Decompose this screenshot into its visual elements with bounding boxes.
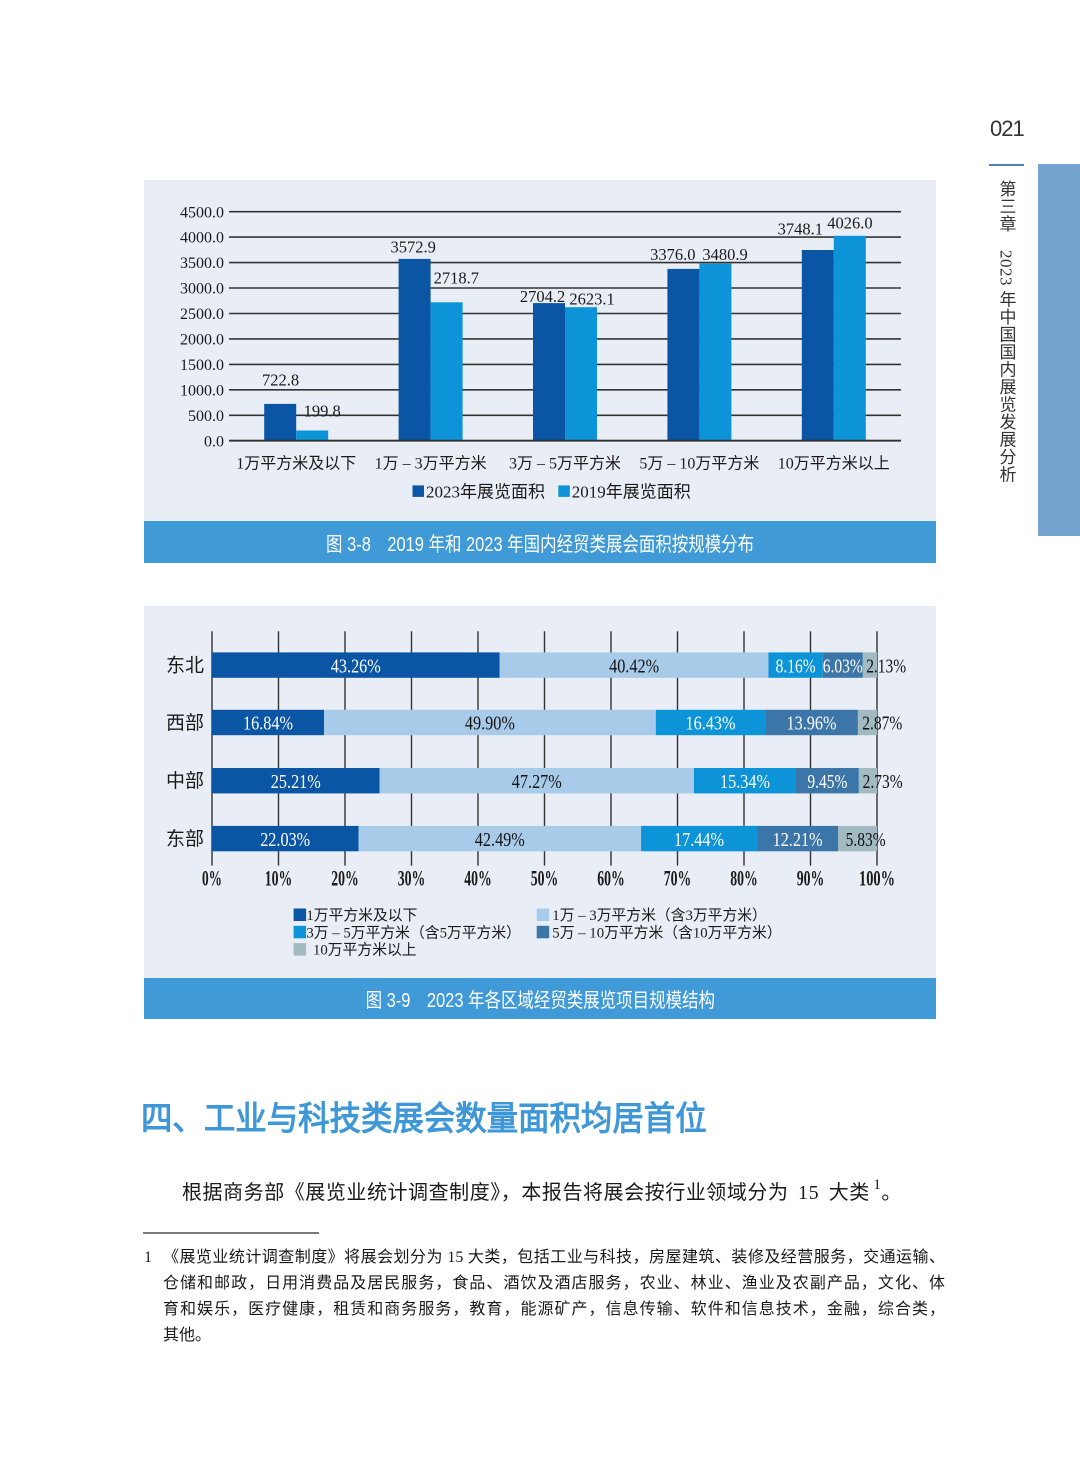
svg-text:1万平方米及以下: 1万平方米及以下 [306, 907, 417, 924]
svg-text:4500.0: 4500.0 [180, 204, 224, 221]
svg-text:2.87%: 2.87% [862, 714, 902, 735]
svg-text:4000.0: 4000.0 [180, 230, 224, 247]
svg-text:25.21%: 25.21% [271, 772, 321, 793]
svg-text:2.73%: 2.73% [863, 772, 903, 793]
svg-text:3480.9: 3480.9 [702, 245, 747, 264]
svg-text:2500.0: 2500.0 [180, 306, 224, 323]
svg-text:9.45%: 9.45% [807, 772, 847, 793]
svg-text:49.90%: 49.90% [465, 714, 515, 735]
svg-text:20%: 20% [331, 866, 359, 891]
svg-text:3572.9: 3572.9 [391, 237, 436, 256]
svg-text:3748.1: 3748.1 [778, 219, 823, 238]
svg-text:3000.0: 3000.0 [180, 281, 224, 298]
svg-text:10万平方米以上: 10万平方米以上 [313, 942, 417, 959]
svg-text:1万 – 3万平方米: 1万 – 3万平方米 [375, 454, 487, 472]
svg-text:17.44%: 17.44% [674, 830, 724, 851]
svg-text:8.16%: 8.16% [776, 656, 816, 677]
svg-text:3376.0: 3376.0 [650, 245, 695, 264]
svg-text:16.84%: 16.84% [243, 714, 293, 735]
svg-text:40%: 40% [464, 866, 492, 891]
svg-text:100%: 100% [859, 866, 895, 891]
svg-text:2.13%: 2.13% [866, 656, 906, 677]
svg-text:722.8: 722.8 [262, 371, 299, 390]
svg-text:16.43%: 16.43% [686, 714, 736, 735]
svg-text:47.27%: 47.27% [512, 772, 562, 793]
svg-text:0%: 0% [202, 866, 222, 891]
svg-text:0.0: 0.0 [204, 433, 224, 450]
svg-text:西部: 西部 [166, 712, 204, 734]
svg-text:90%: 90% [797, 866, 825, 891]
svg-text:2704.2: 2704.2 [520, 287, 565, 306]
svg-text:2623.1: 2623.1 [569, 290, 614, 309]
svg-text:2023年展览面积: 2023年展览面积 [426, 483, 545, 502]
svg-text:70%: 70% [664, 866, 692, 891]
svg-text:6.03%: 6.03% [823, 656, 863, 677]
svg-text:5.83%: 5.83% [846, 830, 886, 851]
svg-text:199.8: 199.8 [304, 402, 341, 421]
svg-text:50%: 50% [531, 866, 559, 891]
svg-text:5万 – 10万平方米（含10万平方米）: 5万 – 10万平方米（含10万平方米） [552, 924, 781, 941]
svg-text:13.96%: 13.96% [787, 714, 837, 735]
svg-text:15.34%: 15.34% [720, 772, 770, 793]
svg-text:1万平方米及以下: 1万平方米及以下 [236, 454, 356, 472]
svg-text:东部: 东部 [166, 828, 204, 850]
svg-text:2019年展览面积: 2019年展览面积 [572, 483, 691, 502]
svg-text:2000.0: 2000.0 [180, 332, 224, 349]
svg-text:3万 – 5万平方米（含5万平方米）: 3万 – 5万平方米（含5万平方米） [306, 924, 521, 941]
svg-text:10%: 10% [265, 866, 293, 891]
svg-text:80%: 80% [730, 866, 758, 891]
svg-text:1500.0: 1500.0 [180, 357, 224, 374]
svg-text:4026.0: 4026.0 [827, 214, 872, 233]
svg-text:2718.7: 2718.7 [434, 268, 479, 287]
svg-text:12.21%: 12.21% [773, 830, 823, 851]
svg-text:中部: 中部 [166, 770, 204, 792]
svg-text:22.03%: 22.03% [260, 830, 310, 851]
svg-text:10万平方米以上: 10万平方米以上 [778, 454, 890, 472]
svg-text:43.26%: 43.26% [331, 656, 381, 677]
svg-text:1万 – 3万平方米（含3万平方米）: 1万 – 3万平方米（含3万平方米） [552, 907, 767, 924]
svg-text:东北: 东北 [166, 655, 204, 677]
svg-text:1000.0: 1000.0 [180, 382, 224, 399]
svg-text:40.42%: 40.42% [609, 656, 659, 677]
svg-text:30%: 30% [398, 866, 426, 891]
svg-text:3万 – 5万平方米: 3万 – 5万平方米 [509, 454, 621, 472]
svg-text:60%: 60% [597, 866, 625, 891]
svg-text:42.49%: 42.49% [475, 830, 525, 851]
svg-text:500.0: 500.0 [188, 408, 224, 425]
svg-text:5万 – 10万平方米: 5万 – 10万平方米 [639, 454, 759, 472]
svg-text:3500.0: 3500.0 [180, 255, 224, 272]
